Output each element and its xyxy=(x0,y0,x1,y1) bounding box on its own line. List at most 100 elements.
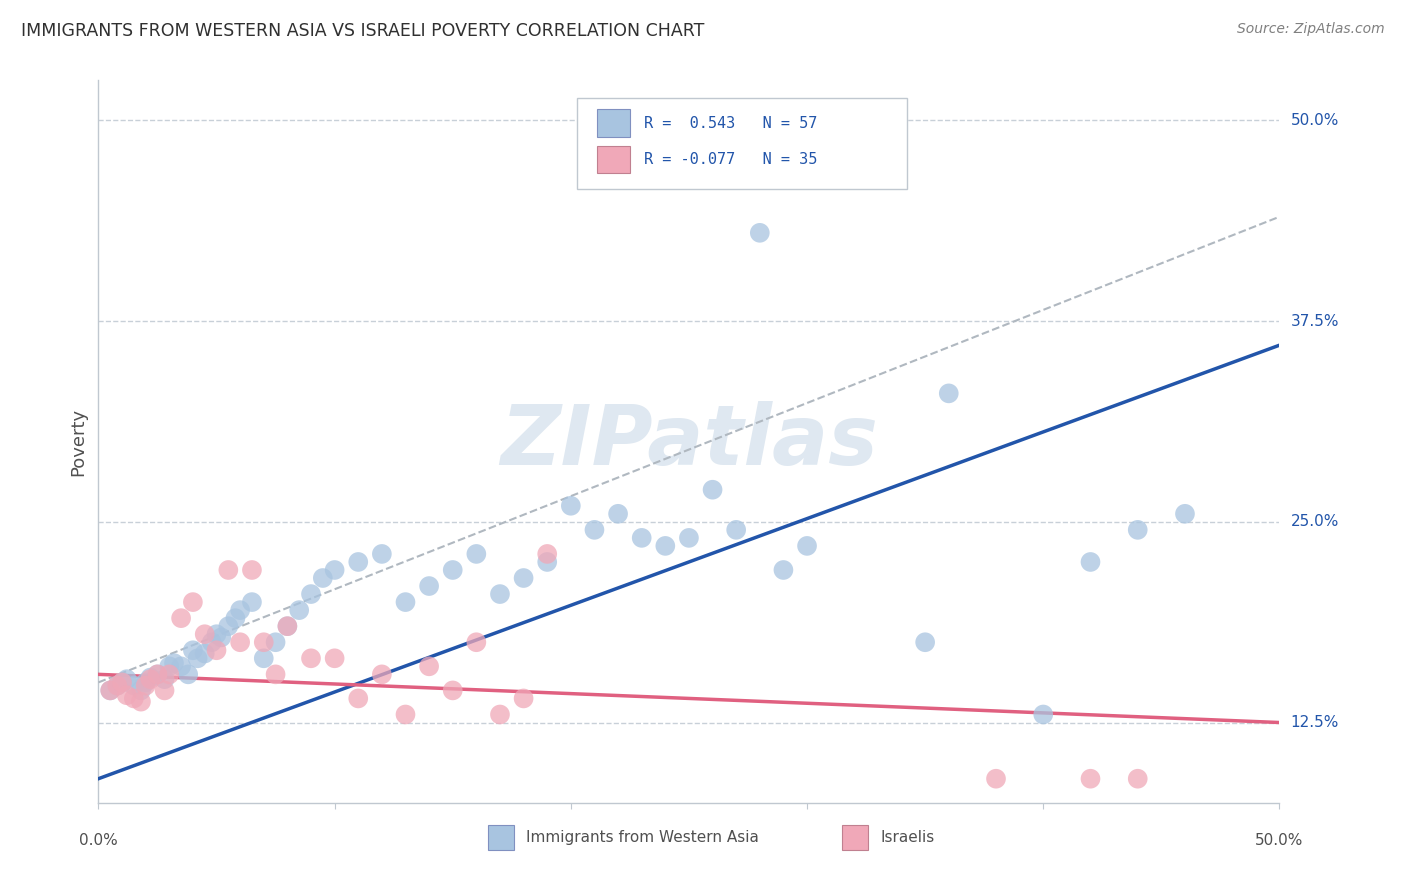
Point xyxy=(914,635,936,649)
Point xyxy=(153,672,176,686)
Text: 37.5%: 37.5% xyxy=(1291,314,1339,328)
Point xyxy=(105,679,128,693)
Point xyxy=(163,656,186,670)
Point xyxy=(146,667,169,681)
Point xyxy=(187,651,209,665)
Point xyxy=(1126,523,1149,537)
Point xyxy=(512,691,534,706)
Point xyxy=(1032,707,1054,722)
Point xyxy=(146,667,169,681)
Point xyxy=(201,635,224,649)
Point xyxy=(229,603,252,617)
Point xyxy=(583,523,606,537)
Text: 50.0%: 50.0% xyxy=(1256,833,1303,848)
Point xyxy=(394,595,416,609)
Point xyxy=(630,531,652,545)
Point xyxy=(371,547,394,561)
Point xyxy=(748,226,770,240)
Point xyxy=(772,563,794,577)
Point xyxy=(418,579,440,593)
Point xyxy=(157,659,180,673)
Point xyxy=(115,688,138,702)
Point xyxy=(229,635,252,649)
Point xyxy=(105,679,128,693)
Point xyxy=(157,667,180,681)
Point xyxy=(276,619,298,633)
Point xyxy=(607,507,630,521)
Point xyxy=(465,547,488,561)
Text: R =  0.543   N = 57: R = 0.543 N = 57 xyxy=(644,116,817,130)
Point xyxy=(122,679,145,693)
Point xyxy=(441,563,464,577)
Point xyxy=(181,643,204,657)
Point xyxy=(217,619,239,633)
Point xyxy=(135,675,157,690)
Point xyxy=(139,672,162,686)
Point xyxy=(394,707,416,722)
Point xyxy=(441,683,464,698)
Text: ZIPatlas: ZIPatlas xyxy=(501,401,877,482)
Point xyxy=(536,547,558,561)
Point xyxy=(181,595,204,609)
Point xyxy=(1174,507,1197,521)
Point xyxy=(536,555,558,569)
Point xyxy=(489,707,512,722)
Point xyxy=(194,647,217,661)
Point xyxy=(1080,555,1102,569)
Point xyxy=(299,587,322,601)
Bar xyxy=(596,146,630,173)
Point xyxy=(111,675,134,690)
Point xyxy=(98,683,121,698)
Point xyxy=(153,683,176,698)
Point xyxy=(418,659,440,673)
Text: 12.5%: 12.5% xyxy=(1291,715,1339,730)
Point xyxy=(240,595,263,609)
Point xyxy=(240,563,263,577)
Point xyxy=(264,667,287,681)
Point xyxy=(115,672,138,686)
Text: 25.0%: 25.0% xyxy=(1291,515,1339,529)
Point xyxy=(205,627,228,641)
Text: 50.0%: 50.0% xyxy=(1291,113,1339,128)
Point xyxy=(264,635,287,649)
Point xyxy=(111,675,134,690)
Point xyxy=(253,651,276,665)
Point xyxy=(209,631,232,645)
Point xyxy=(276,619,298,633)
Point xyxy=(512,571,534,585)
Point xyxy=(205,643,228,657)
Point xyxy=(371,667,394,681)
Point xyxy=(489,587,512,601)
Point xyxy=(347,691,370,706)
Point xyxy=(678,531,700,545)
Point xyxy=(796,539,818,553)
Point xyxy=(725,523,748,537)
Point xyxy=(323,651,346,665)
Point xyxy=(702,483,724,497)
Y-axis label: Poverty: Poverty xyxy=(69,408,87,475)
Point xyxy=(129,695,152,709)
Text: Israelis: Israelis xyxy=(880,830,935,845)
Point xyxy=(217,563,239,577)
Point xyxy=(98,683,121,698)
Point xyxy=(170,611,193,625)
Point xyxy=(560,499,582,513)
Point xyxy=(312,571,335,585)
Point xyxy=(1126,772,1149,786)
Point xyxy=(984,772,1007,786)
Point xyxy=(465,635,488,649)
Point xyxy=(299,651,322,665)
Bar xyxy=(842,825,869,850)
Point xyxy=(654,539,676,553)
Point xyxy=(135,679,157,693)
Point xyxy=(139,671,162,685)
Text: R = -0.077   N = 35: R = -0.077 N = 35 xyxy=(644,153,817,167)
Point xyxy=(253,635,276,649)
Point xyxy=(170,659,193,673)
Text: Source: ZipAtlas.com: Source: ZipAtlas.com xyxy=(1237,22,1385,37)
Bar xyxy=(488,825,515,850)
Point xyxy=(288,603,311,617)
Point xyxy=(323,563,346,577)
Point xyxy=(177,667,200,681)
Point xyxy=(129,683,152,698)
